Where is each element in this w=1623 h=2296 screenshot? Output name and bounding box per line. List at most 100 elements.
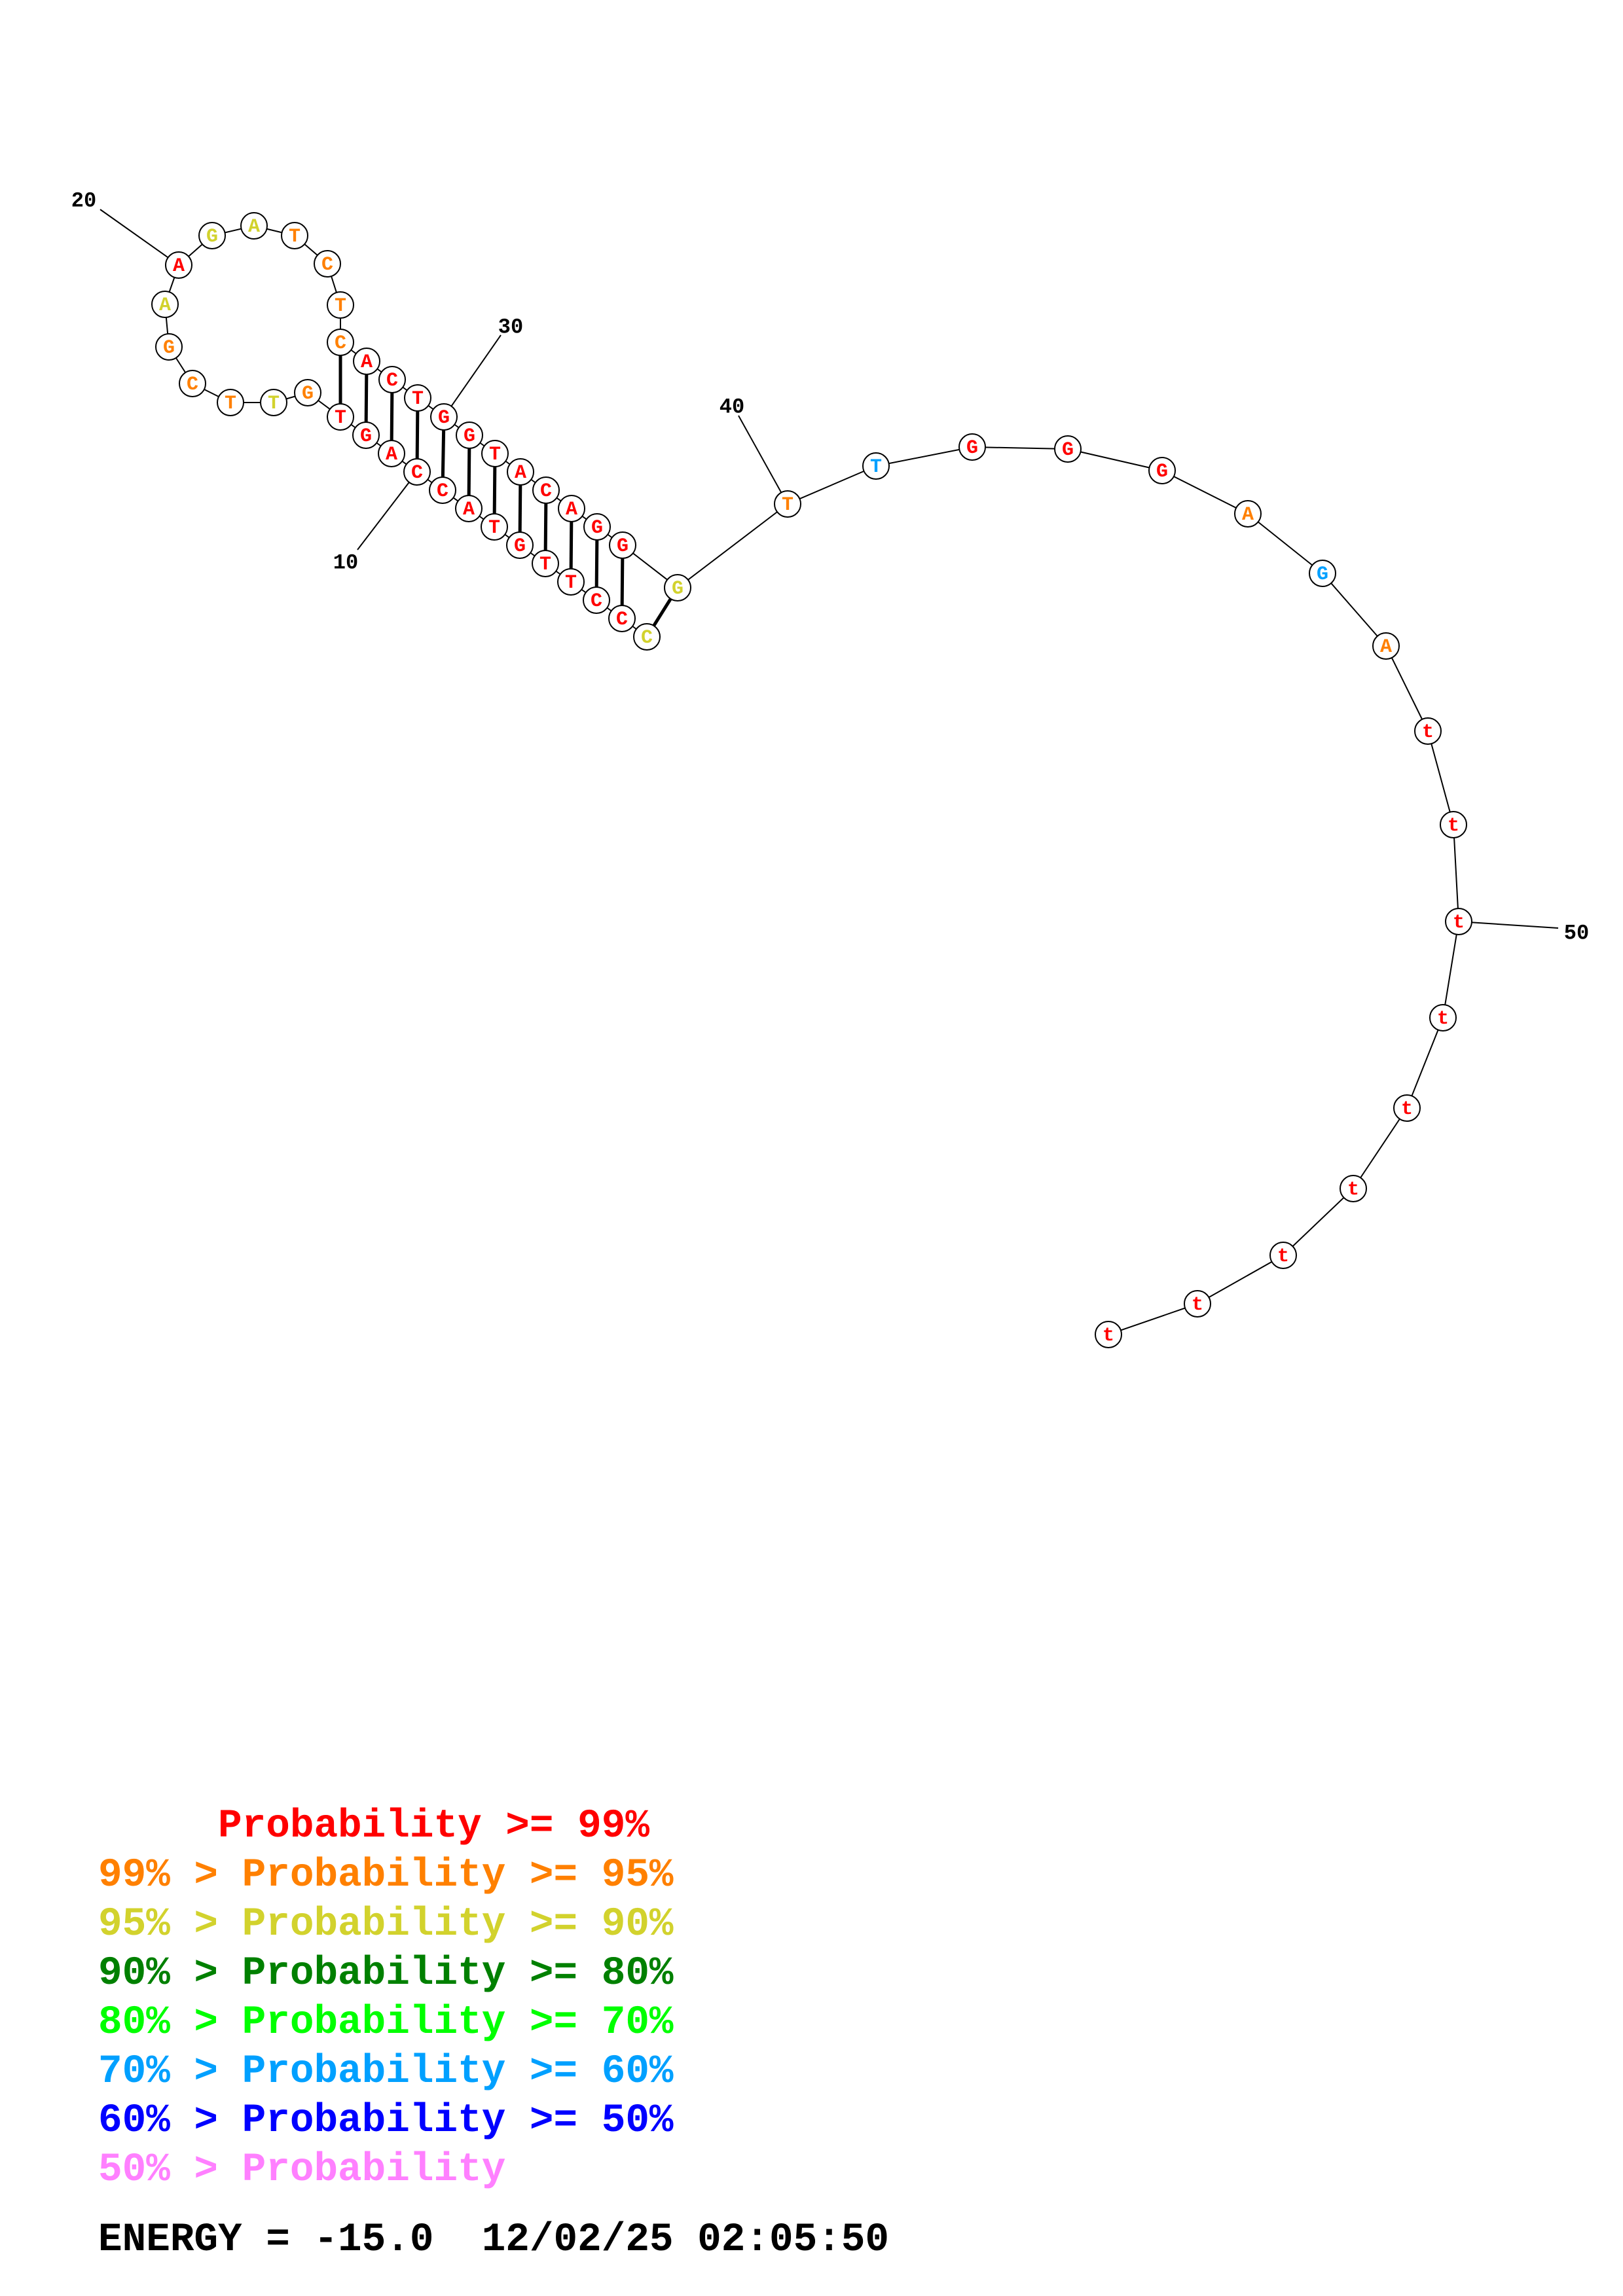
nucleotide: T xyxy=(557,568,585,596)
legend-line-8: 50% > Probability xyxy=(98,2147,506,2193)
nucleotide: G xyxy=(198,222,226,249)
nucleotide-letter: G xyxy=(672,578,684,600)
nucleotide-letter: T xyxy=(412,388,424,410)
nucleotide-circle xyxy=(558,495,585,522)
nucleotide: A xyxy=(1372,632,1400,660)
nucleotide-circle xyxy=(1372,632,1400,660)
nucleotide-letter: T xyxy=(539,554,551,576)
base-pair-bond xyxy=(415,410,420,459)
nucleotide-letter: G xyxy=(1156,461,1168,483)
nucleotide-letter: T xyxy=(289,226,301,248)
nucleotide-letter: G xyxy=(591,517,603,539)
nucleotide-circle xyxy=(633,623,661,651)
nucleotide: t xyxy=(1440,811,1467,838)
nucleotide-letter: A xyxy=(361,351,373,374)
nucleotide-circle xyxy=(314,250,341,278)
nucleotide-circle xyxy=(353,348,380,375)
nucleotide-circle xyxy=(1269,1242,1297,1269)
backbone-lines xyxy=(164,225,1459,1335)
nucleotide-letter: A xyxy=(566,499,577,521)
nucleotide-letter: T xyxy=(870,456,882,478)
backbone-segment xyxy=(1161,470,1249,514)
nucleotide: G xyxy=(294,379,321,406)
nucleotide: C xyxy=(633,623,661,651)
nucleotide-circle xyxy=(532,550,559,577)
nucleotide: A xyxy=(558,495,585,522)
backbone-segment xyxy=(1283,1188,1354,1256)
nucleotide-circle xyxy=(1393,1094,1421,1122)
nucleotide-letter: T xyxy=(782,494,793,516)
backbone-segment xyxy=(787,465,877,505)
backbone-segment xyxy=(1427,730,1454,825)
base-pair-bond xyxy=(652,598,672,627)
nucleotide-letter: G xyxy=(438,407,450,429)
nucleotide-letter: G xyxy=(206,226,218,248)
legend-line-6: 70% > Probability >= 60% xyxy=(98,2049,674,2094)
nucleotide-letter: T xyxy=(335,295,346,317)
base-pair-lines xyxy=(338,355,672,627)
nucleotide-letter: C xyxy=(616,609,628,631)
nucleotide: G xyxy=(506,531,534,559)
nucleotide: G xyxy=(430,403,458,431)
nucleotide-letter: A xyxy=(1242,504,1254,526)
nucleotide-letter: G xyxy=(163,337,175,359)
nucleotide-circle xyxy=(327,291,354,319)
legend-line-1: Probability >= 99% xyxy=(98,1804,649,1849)
nucleotide-letter: t xyxy=(1103,1325,1114,1347)
nucleotide-circle xyxy=(155,333,183,361)
nucleotide-letter: G xyxy=(1062,439,1074,461)
nucleotide-circle xyxy=(481,513,508,541)
nucleotide-circle xyxy=(1095,1321,1122,1348)
backbone-segment xyxy=(875,446,973,467)
nucleotide-circle xyxy=(179,370,206,397)
nucleotide-circle xyxy=(1445,908,1472,935)
base-pair-bond xyxy=(364,374,369,423)
nucleotide-circle xyxy=(429,476,456,504)
nucleotide-circle xyxy=(294,379,321,406)
backbone-segment xyxy=(1067,448,1163,471)
nucleotide: t xyxy=(1429,1004,1457,1031)
nucleotide: G xyxy=(155,333,183,361)
nucleotide: t xyxy=(1393,1094,1421,1122)
nucleotide: t xyxy=(1445,908,1472,935)
nucleotide-letter: A xyxy=(248,216,260,238)
nucleotide-letter: t xyxy=(1277,1246,1289,1268)
nucleotide-circle xyxy=(151,291,179,318)
nucleotide-letter: C xyxy=(591,590,602,613)
backbone-segment xyxy=(677,503,788,588)
index-tick xyxy=(357,471,418,550)
nucleotide-letter: C xyxy=(411,462,423,484)
nucleotide-letter: A xyxy=(159,295,171,317)
index-label: 20 xyxy=(71,188,96,213)
nucleotide-letter: G xyxy=(360,425,372,448)
backbone-segment xyxy=(972,446,1068,450)
legend-line-3: 95% > Probability >= 90% xyxy=(98,1902,674,1947)
nucleotide-letter: C xyxy=(540,480,552,503)
nucleotide: A xyxy=(240,212,268,240)
nucleotide-letter: C xyxy=(641,627,653,649)
nucleotide: T xyxy=(774,490,801,518)
nucleotide-letter: A xyxy=(463,499,475,521)
index-tick-lines: 10 20 30 40 50 xyxy=(71,188,1589,945)
nucleotide-circle xyxy=(455,495,483,522)
nucleotide: C xyxy=(179,370,206,397)
nucleotide-circle xyxy=(1340,1175,1367,1202)
index-tick xyxy=(443,334,501,418)
nucleotide: A xyxy=(165,251,192,279)
nucleotide: C xyxy=(327,329,354,356)
index-tick xyxy=(738,415,788,505)
nucleotide: G xyxy=(583,513,611,541)
nucleotide: C xyxy=(314,250,341,278)
nucleotide: G xyxy=(664,574,691,601)
nucleotide-letter: C xyxy=(187,374,198,396)
nucleotide-letter: C xyxy=(386,370,398,392)
backbone-segment xyxy=(1353,1107,1408,1189)
nucleotide: A xyxy=(507,458,534,486)
nucleotide: t xyxy=(1269,1242,1297,1269)
nucleotide-circle xyxy=(1429,1004,1457,1031)
legend-line-7: 60% > Probability >= 50% xyxy=(98,2098,674,2144)
nucleotide-circle xyxy=(506,531,534,559)
nucleotide-letter: G xyxy=(1317,564,1328,586)
nucleotide: A xyxy=(151,291,179,318)
nucleotide-circle xyxy=(198,222,226,249)
